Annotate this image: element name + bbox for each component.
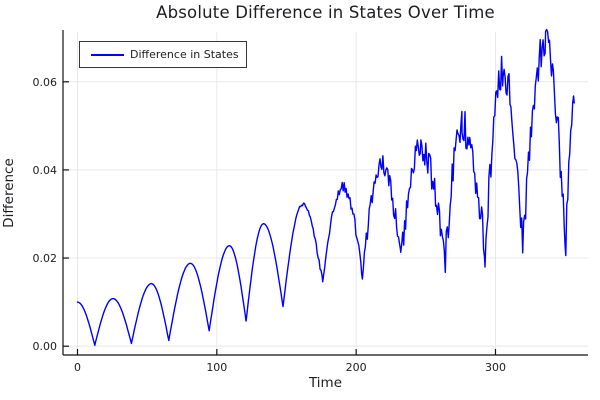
series-line xyxy=(76,28,575,346)
y-tick-label: 0.02 xyxy=(33,252,58,265)
y-tick-label: 0.04 xyxy=(33,164,58,177)
y-tick-label: 0.06 xyxy=(33,76,58,89)
x-axis-label: Time xyxy=(308,375,343,391)
x-tick-label: 200 xyxy=(346,361,367,374)
legend-entry-label: Difference in States xyxy=(130,48,239,61)
legend-box: Difference in States xyxy=(79,41,247,68)
legend-line-swatch xyxy=(91,53,124,56)
y-tick-label: 0.00 xyxy=(33,340,58,353)
chart-title: Absolute Difference in States Over Time xyxy=(156,3,495,22)
x-tick-label: 300 xyxy=(485,361,506,374)
x-tick-label: 100 xyxy=(206,361,227,374)
x-tick-label: 0 xyxy=(74,361,81,374)
